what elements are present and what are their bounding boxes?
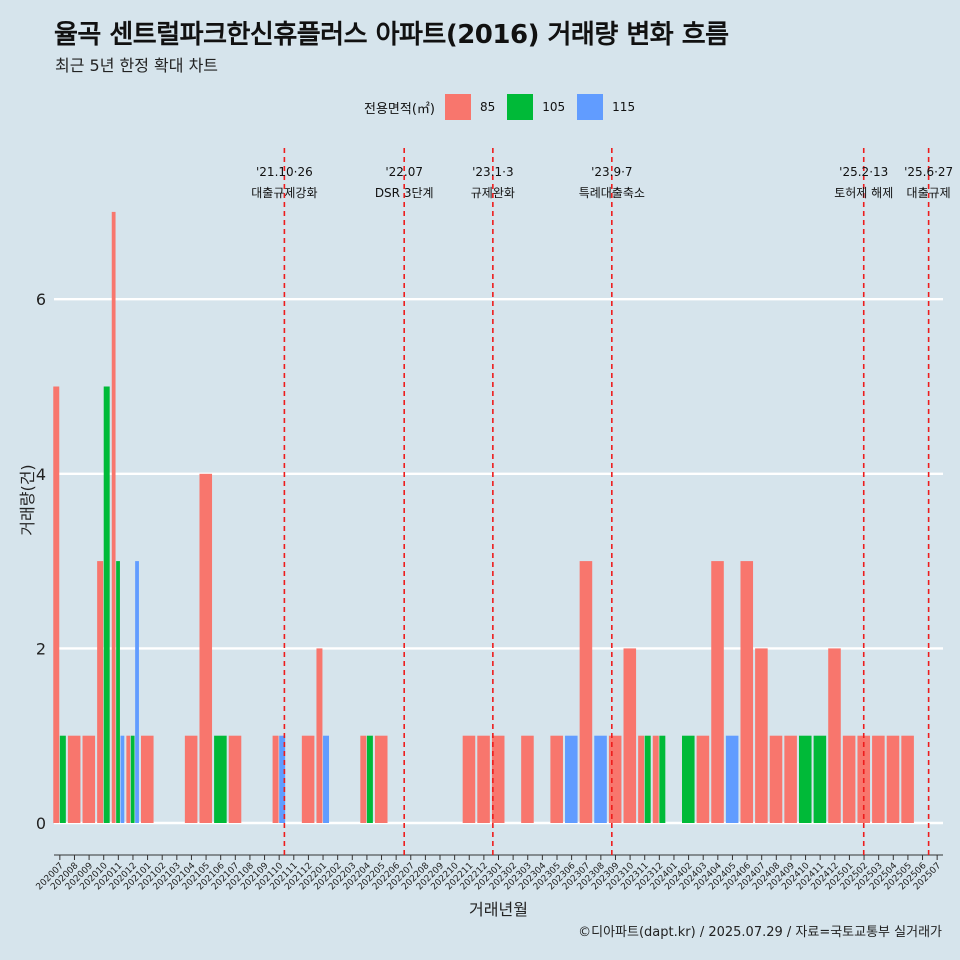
chart-title: 율곡 센트럴파크한신휴플러스 아파트(2016) 거래량 변화 흐름 (54, 20, 729, 50)
bar-202011-105 (116, 561, 120, 823)
bar-202411-105 (813, 735, 827, 823)
bar-202012-105 (130, 735, 135, 823)
bar-202309-85 (608, 735, 622, 823)
bar-202310-85 (623, 648, 637, 823)
legend-key-105 (507, 94, 534, 120)
y-axis-title: 거래량(건) (18, 464, 37, 535)
bar-202403-85 (696, 735, 710, 823)
bar-202204-85 (360, 735, 367, 823)
bar-202010-85 (97, 561, 104, 823)
bar-202012-85 (126, 735, 131, 823)
bar-202205-85 (374, 735, 388, 823)
legend: 전용면적(㎡) 85 105 115 (364, 93, 647, 121)
bar-202407-85 (755, 648, 768, 823)
bar-202204-105 (366, 735, 373, 823)
bar-202412-85 (828, 648, 841, 823)
bar-202212-85 (477, 735, 490, 823)
bar-202312-105 (659, 735, 666, 823)
bar-202306-115 (565, 735, 578, 823)
bar-202012-115 (135, 561, 139, 823)
event-label-date: '23.9·7 (591, 165, 632, 179)
bar-202201-85 (316, 648, 323, 823)
legend-label-105: 105 (542, 100, 566, 114)
bar-202503-85 (872, 735, 885, 823)
bar-202505-85 (901, 735, 914, 823)
bar-202501-85 (842, 735, 856, 823)
event-label-name: DSR 3단계 (375, 186, 434, 200)
bar-202104-85 (184, 735, 198, 823)
bar-202305-85 (550, 735, 563, 823)
bar-202311-85 (638, 735, 645, 823)
bar-202504-85 (886, 735, 900, 823)
x-axis-title: 거래년월 (469, 900, 528, 919)
bar-202101-85 (140, 735, 154, 823)
bar-202409-85 (784, 735, 797, 823)
bar-202110-115 (279, 735, 286, 823)
bar-202303-85 (521, 735, 534, 823)
bar-202408-85 (769, 735, 783, 823)
bar-202010-105 (103, 386, 110, 823)
event-label-name: 대출규제강화 (251, 186, 317, 200)
bar-202410-105 (798, 735, 812, 823)
bar-202008-85 (67, 735, 81, 823)
bar-202405-115 (725, 735, 739, 823)
y-tick-label: 6 (36, 290, 46, 309)
bar-202312-85 (652, 735, 659, 823)
bar-202307-85 (579, 561, 593, 823)
legend-title: 전용면적(㎡) (364, 101, 435, 117)
bar-202308-115 (594, 735, 607, 823)
legend-key-115 (577, 94, 604, 120)
event-label-date: '25.2·13 (839, 165, 888, 179)
event-label-name: 토허제 해제 (834, 186, 893, 200)
legend-key-85 (444, 94, 471, 120)
y-tick-label: 2 (36, 639, 46, 658)
bar-202011-115 (120, 735, 125, 823)
bar-202112-85 (301, 735, 315, 823)
bar-202007-105 (59, 735, 66, 823)
bar-202110-85 (272, 735, 279, 823)
bar-202201-115 (323, 735, 330, 823)
bar-202107-85 (228, 735, 242, 823)
bar-202311-105 (644, 735, 651, 823)
bar-202009-85 (82, 735, 96, 823)
event-label-name: 대출규제 (907, 186, 951, 200)
y-tick-label: 4 (36, 465, 46, 484)
legend-label-115: 115 (612, 100, 636, 114)
legend-label-85: 85 (479, 100, 496, 114)
bar-202211-85 (462, 735, 476, 823)
chart-subtitle: 최근 5년 한정 확대 차트 (55, 56, 219, 75)
event-label-name: 특례대출축소 (579, 186, 645, 200)
bar-202106-105 (214, 735, 227, 823)
bar-202301-85 (491, 735, 505, 823)
event-label-date: '21.10·26 (256, 165, 313, 179)
bar-202011-85 (111, 211, 116, 823)
source-caption: ©디아파트(dapt.kr) / 2025.07.29 / 자료=국토교통부 실… (578, 925, 942, 940)
bar-202404-85 (711, 561, 724, 823)
y-tick-label: 0 (36, 814, 46, 833)
bar-202406-85 (740, 561, 754, 823)
event-label-name: 규제완화 (471, 186, 515, 200)
bar-202402-105 (682, 735, 695, 823)
bar-202007-85 (53, 386, 60, 823)
event-label-date: '22.07 (385, 165, 423, 179)
event-label-date: '25.6·27 (904, 165, 953, 179)
bar-202105-85 (199, 473, 213, 823)
event-label-date: '23.1·3 (472, 165, 513, 179)
